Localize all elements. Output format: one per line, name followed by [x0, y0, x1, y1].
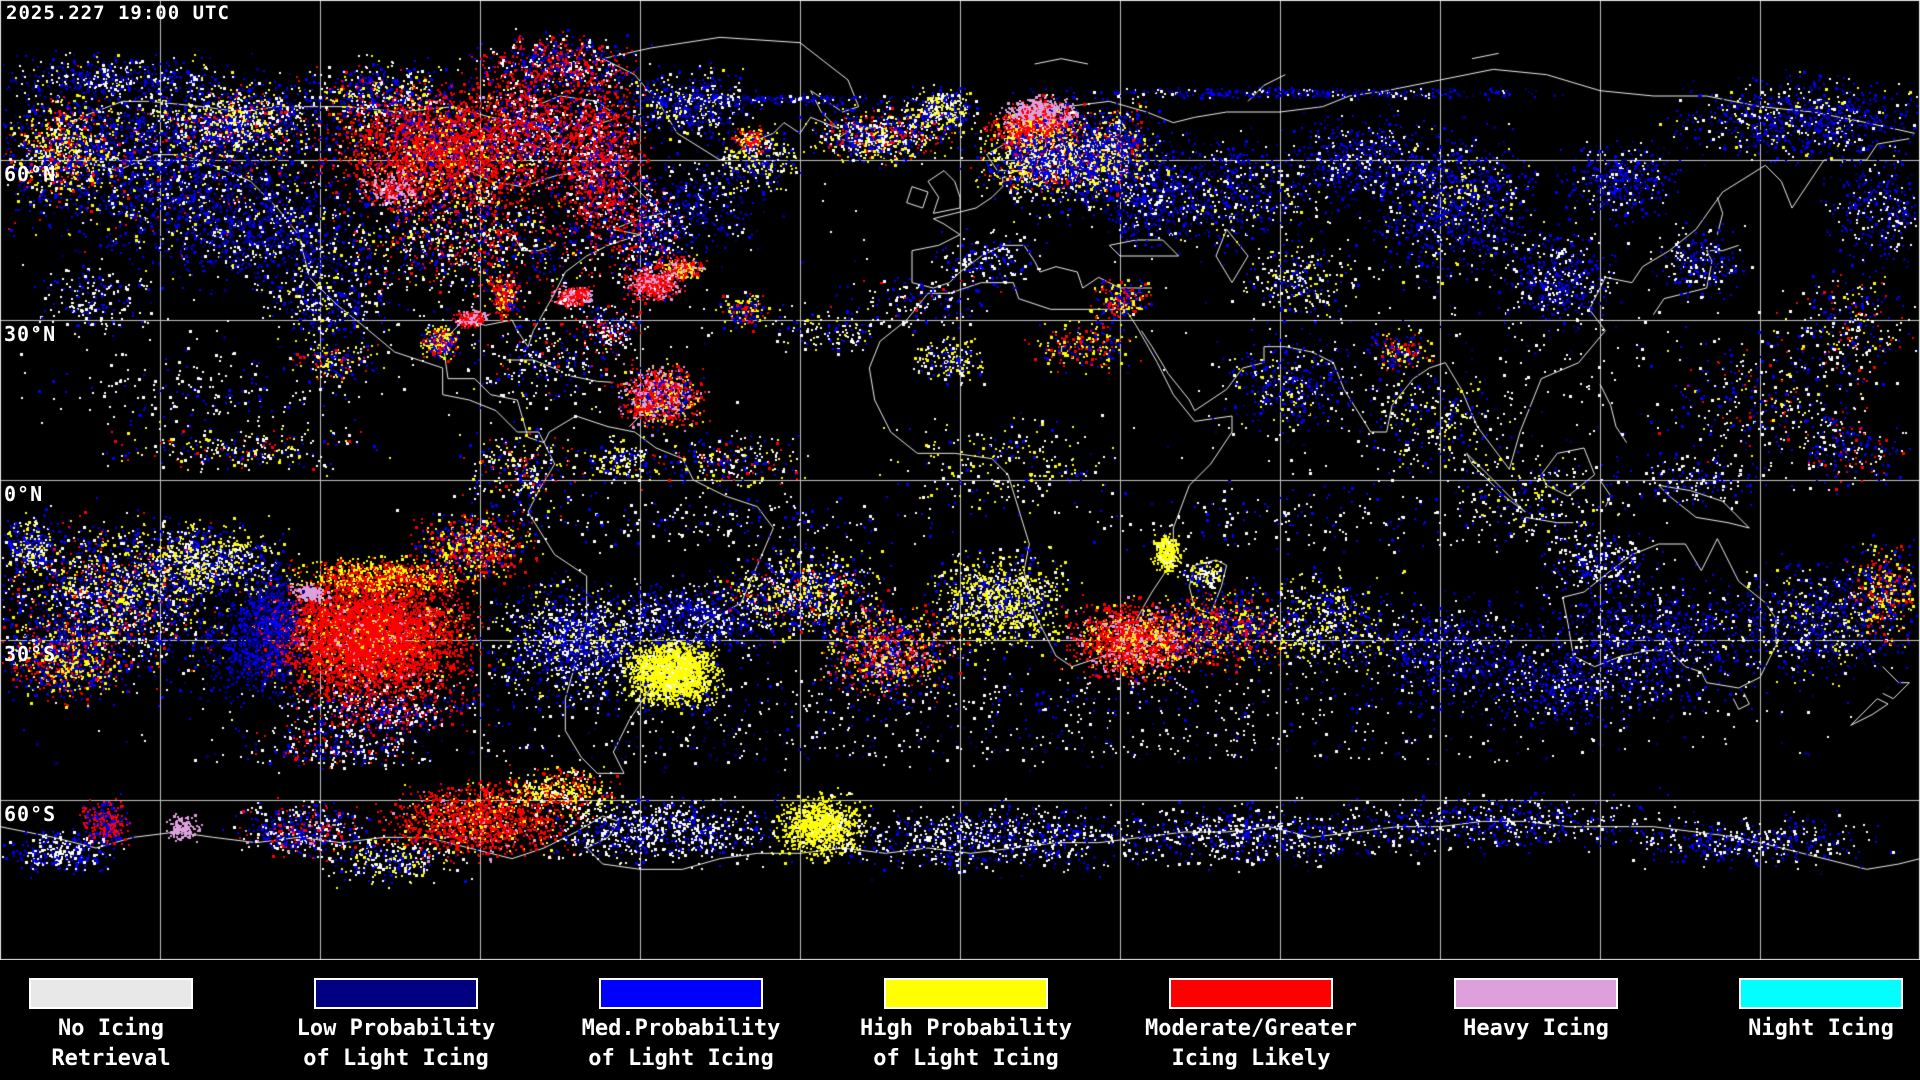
legend-label: Retrieval	[51, 1046, 171, 1071]
legend-label: Night Icing	[1748, 1016, 1894, 1041]
legend-swatch-low-probability	[314, 978, 478, 1009]
latitude-label: 30°S	[4, 642, 57, 666]
legend-label: No Icing	[58, 1016, 164, 1041]
legend-label: Heavy Icing	[1463, 1016, 1609, 1041]
legend: No Icing Retrieval Low Probability of Light…	[0, 960, 1920, 1080]
legend-label: Med.Probability	[581, 1016, 781, 1041]
legend-label: Moderate/Greater	[1145, 1016, 1357, 1041]
legend-label: of Light Icing	[303, 1046, 489, 1071]
latitude-label: 0°N	[4, 482, 44, 506]
legend-label: Low Probability	[296, 1016, 496, 1041]
latitude-label: 60°N	[4, 162, 57, 186]
legend-label: High Probability	[860, 1016, 1072, 1041]
legend-label: Icing Likely	[1171, 1046, 1331, 1071]
legend-label: of Light Icing	[588, 1046, 774, 1071]
latitude-label: 60°S	[4, 802, 57, 826]
legend-swatch-heavy-icing	[1454, 978, 1618, 1009]
legend-swatch-no-icing-retrieval	[29, 978, 193, 1009]
legend-swatch-med-probability	[599, 978, 763, 1009]
legend-swatch-high-probability	[884, 978, 1048, 1009]
legend-swatch-night-icing	[1739, 978, 1903, 1009]
icing-map-canvas	[0, 0, 1920, 960]
legend-label: of Light Icing	[873, 1046, 1059, 1071]
latitude-label: 30°N	[4, 322, 57, 346]
timestamp: 2025.227 19:00 UTC	[6, 2, 230, 24]
legend-swatch-moderate-greater	[1169, 978, 1333, 1009]
